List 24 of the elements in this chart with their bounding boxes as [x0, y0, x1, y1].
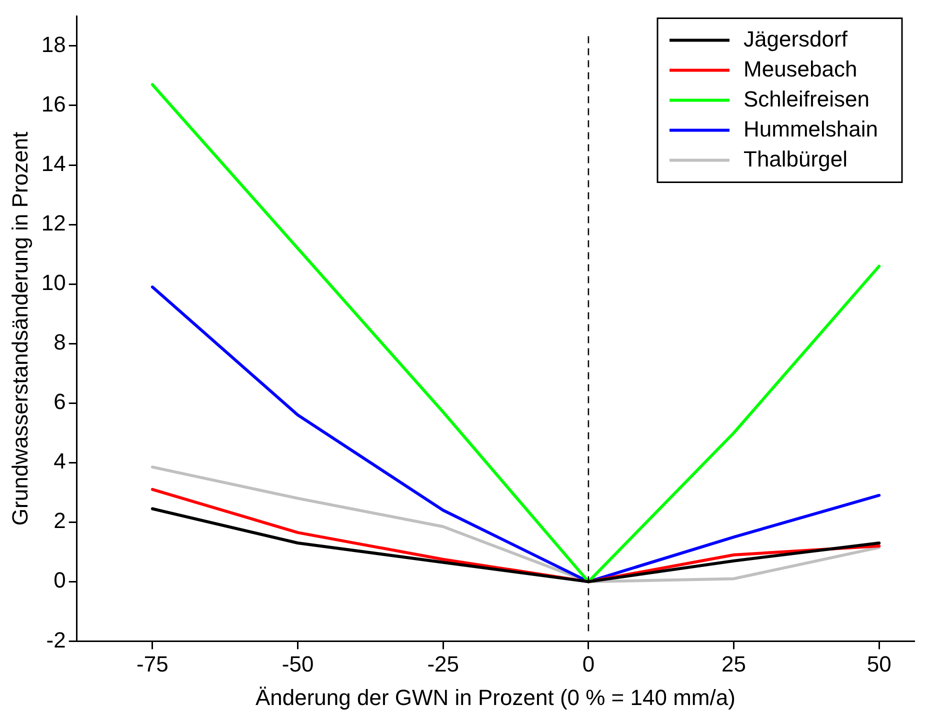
x-tick-label: -25	[427, 651, 460, 676]
legend-label: Jägersdorf	[744, 26, 848, 52]
y-tick-label: 16	[41, 92, 66, 117]
x-tick-label: 50	[866, 651, 892, 676]
legend-label: Thalbürgel	[744, 146, 848, 172]
x-axis-title: Änderung der GWN in Prozent (0 % = 140 mm/a)	[255, 684, 736, 710]
x-tick-label: -75	[136, 651, 168, 676]
x-tick-label: 0	[582, 651, 595, 676]
x-tick-label: 25	[722, 651, 746, 676]
x-tick-label: -50	[282, 651, 314, 676]
legend-label: Hummelshain	[744, 116, 878, 142]
y-tick-label: 6	[54, 389, 66, 414]
y-tick-label: 18	[41, 32, 66, 58]
y-tick-label: 8	[54, 330, 66, 355]
y-tick-label: 0	[54, 568, 66, 593]
y-tick-label: 14	[41, 151, 66, 176]
y-axis-title: Grundwasserstandsänderung in Prozent	[7, 132, 32, 526]
y-tick-label: 2	[54, 508, 66, 534]
y-tick-label: 4	[54, 448, 66, 474]
legend-label: Schleifreisen	[744, 86, 870, 112]
y-tick-label: 10	[41, 270, 66, 296]
legend-label: Meusebach	[744, 56, 858, 82]
y-tick-label: -2	[46, 627, 66, 652]
y-tick-label: 12	[41, 210, 66, 236]
